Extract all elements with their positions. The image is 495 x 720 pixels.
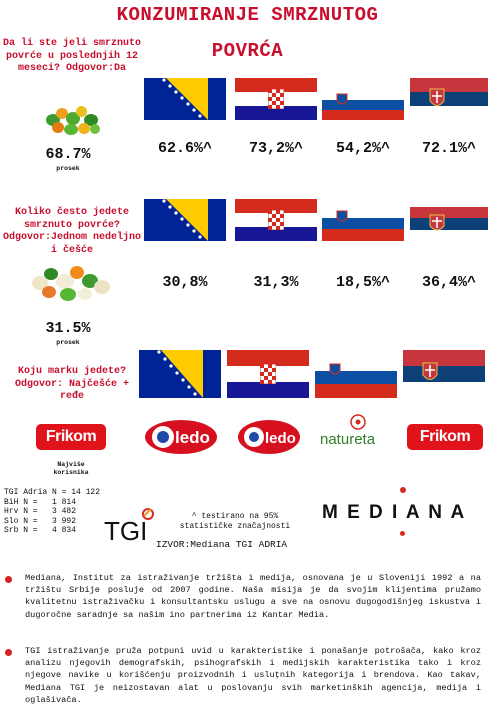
tgi-logo: TGI bbox=[104, 502, 154, 546]
paragraph-tgi: TGI istraživanje pruža potpuni uvid u ka… bbox=[25, 646, 481, 705]
ledo-text: ledo bbox=[265, 430, 296, 447]
bullet-icon bbox=[5, 649, 12, 656]
value-2-slo: 18,5%^ bbox=[335, 274, 390, 291]
natureta-logo: natureta bbox=[318, 414, 398, 450]
value-2-srb: 36,4%^ bbox=[421, 274, 476, 291]
title-line-2: POVRĆA bbox=[211, 40, 284, 62]
value-1-srb: 72.1%^ bbox=[421, 140, 476, 157]
flag-slovenia bbox=[315, 357, 397, 398]
page-title: KONZUMIRANJE SMRZNUTOG POVRĆA bbox=[105, 4, 390, 62]
ledo-logo: ledo bbox=[236, 418, 302, 456]
value-2-hrv: 31,3% bbox=[253, 274, 299, 291]
sample-line: Srb N = 4 834 bbox=[4, 526, 77, 535]
flag-serbia bbox=[410, 78, 488, 120]
source-label: IZVOR:Mediana TGI ADRIA bbox=[156, 539, 288, 550]
tgi-text: TGI bbox=[104, 516, 147, 546]
flag-croatia bbox=[235, 78, 317, 120]
flag-bosnia bbox=[144, 78, 226, 120]
avg-value-1: 68.7% bbox=[45, 146, 91, 163]
flag-serbia bbox=[403, 350, 485, 398]
flag-croatia bbox=[235, 199, 317, 241]
avg-label-1: prosek bbox=[56, 165, 80, 172]
significance-note: ^ testirano na 95% statističke značajnos… bbox=[160, 512, 310, 531]
value-1-slo: 54,2%^ bbox=[335, 140, 390, 157]
flag-slovenia bbox=[322, 90, 404, 120]
sample-line: TGI Adria N = 14 122 bbox=[4, 488, 101, 497]
frikom-logo: Frikom bbox=[407, 424, 483, 450]
value-2-bih: 30,8% bbox=[162, 274, 208, 291]
mediana-logo: M E D I A N A bbox=[322, 502, 467, 523]
ledo-logo: ledo bbox=[143, 418, 219, 456]
question-2: Koliko često jedete smrznuto povrće? Odg… bbox=[2, 207, 142, 256]
question-1: Da li ste jeli smrznuto povrće u posledn… bbox=[2, 38, 142, 74]
value-1-bih: 62.6%^ bbox=[157, 140, 212, 157]
title-line-1: KONZUMIRANJE SMRZNUTOG bbox=[116, 4, 379, 26]
paragraph-about: Mediana, Institut za istraživanje tržišt… bbox=[25, 573, 481, 620]
note-line-2: statističke značajnosti bbox=[179, 521, 291, 531]
ledo-text: ledo bbox=[175, 428, 210, 447]
question-3: Koju marku jedete? Odgovor: Najčešće + r… bbox=[14, 366, 130, 402]
mixed-vegetables-image bbox=[42, 104, 104, 138]
cauliflower-mix-image bbox=[30, 262, 114, 306]
mediana-dot bbox=[400, 487, 406, 493]
frikom-logo: Frikom bbox=[36, 424, 106, 450]
mediana-dot bbox=[400, 531, 405, 536]
flag-bosnia bbox=[144, 199, 226, 241]
note-line-1: ^ testirano na 95% bbox=[191, 512, 279, 521]
flag-serbia bbox=[410, 207, 488, 241]
value-1-hrv: 73,2%^ bbox=[248, 140, 303, 157]
sample-sizes: TGI Adria N = 14 122 BiH N = 1 814 Hrv N… bbox=[4, 488, 134, 536]
flag-croatia bbox=[227, 350, 309, 398]
most-users-label: Najviše korisnika bbox=[53, 461, 89, 476]
avg-value-2: 31.5% bbox=[45, 320, 91, 337]
bullet-icon bbox=[5, 576, 12, 583]
avg-label-2: prosek bbox=[56, 339, 80, 346]
sample-line: Slo N = 3 992 bbox=[4, 516, 77, 526]
sample-line: Hrv N = 3 482 bbox=[4, 507, 77, 516]
natureta-text: natureta bbox=[320, 431, 376, 448]
sample-line: BiH N = 1 814 bbox=[4, 497, 77, 507]
flag-bosnia bbox=[139, 350, 221, 398]
flag-slovenia bbox=[322, 206, 404, 241]
